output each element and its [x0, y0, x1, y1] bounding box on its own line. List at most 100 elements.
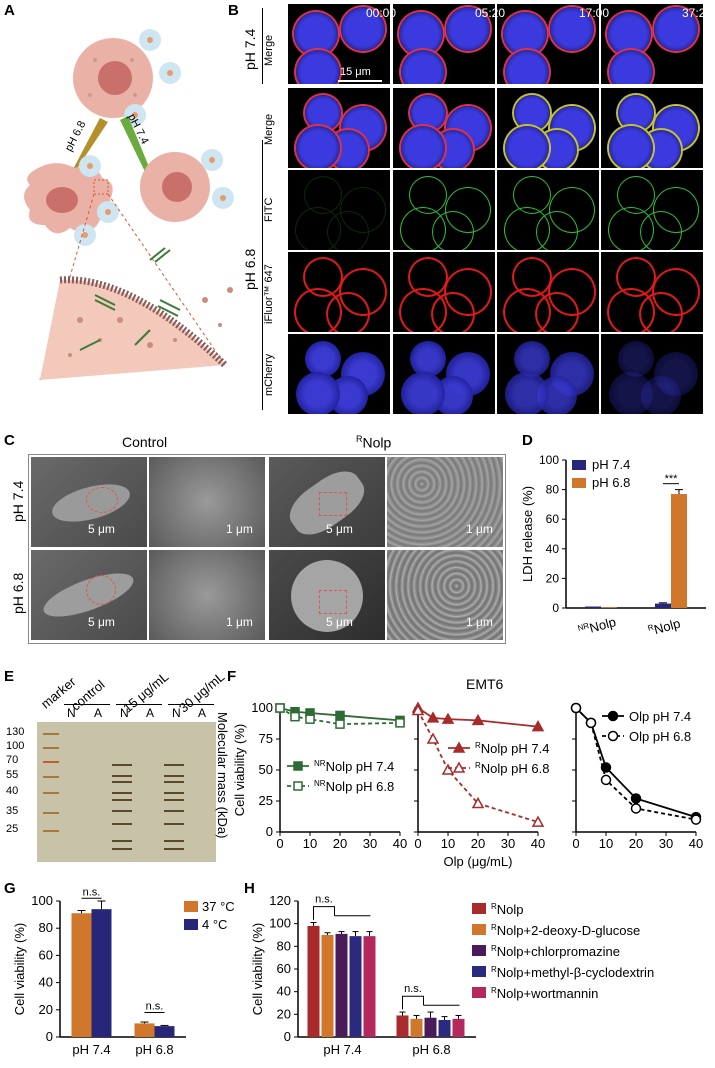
y-tick-label: 20	[277, 1006, 291, 1021]
panel-label-a: A	[4, 2, 15, 19]
y-tick-label: 100	[269, 916, 291, 931]
data-point	[600, 774, 612, 786]
mw-tick-label: 100	[6, 740, 25, 752]
cell	[641, 376, 681, 414]
legend-swatch	[472, 987, 486, 998]
sig-bracket	[313, 906, 335, 920]
scale-1-a: 1 μm	[226, 522, 253, 536]
cell	[618, 95, 654, 131]
legend-swatch	[572, 460, 586, 470]
micro-tile	[392, 3, 496, 85]
protein-band	[164, 848, 184, 850]
y-tick-label: 100	[539, 453, 559, 467]
bar	[71, 913, 92, 1037]
x-tick-label: NRNolp	[577, 614, 618, 638]
data-point	[630, 793, 642, 804]
legend-swatch	[472, 903, 486, 914]
micro-tile	[287, 251, 391, 333]
data-point	[411, 703, 425, 716]
cell	[401, 50, 445, 84]
chart-f-title: EMT6	[466, 676, 504, 692]
micro-tile	[600, 3, 704, 85]
sig-label: n.s.	[146, 1001, 164, 1013]
row-label-c-ph68: pH 6.8	[10, 572, 26, 614]
panel-label-f: F	[227, 668, 237, 685]
protein-band	[164, 822, 184, 825]
cell	[654, 7, 698, 51]
y-tick-label: 20	[546, 571, 560, 585]
legend-label: RNolp	[491, 902, 524, 917]
protein-band	[112, 810, 132, 813]
y-axis-label: LDH release (%)	[520, 486, 535, 582]
cell	[505, 208, 549, 250]
marker-band	[43, 792, 59, 794]
cell	[609, 126, 653, 168]
x-tick-label: 20	[629, 836, 643, 851]
channel-label-merge-74: Merge	[263, 34, 275, 66]
x-tick-label: 0	[276, 836, 283, 851]
panel-a-schematic	[24, 29, 234, 381]
cell	[550, 7, 594, 51]
legend-swatch	[472, 945, 486, 956]
cell	[505, 126, 549, 168]
y-tick-label: 0	[46, 1029, 53, 1044]
y-tick-label: 40	[39, 975, 53, 990]
protein-band	[164, 764, 184, 766]
data-point	[570, 702, 582, 714]
x-tick-label: 0	[572, 836, 579, 851]
lipid-bilayer	[59, 276, 228, 368]
y-axis-label: Cell viability (%)	[232, 724, 247, 816]
cell	[609, 290, 653, 332]
bar	[307, 925, 320, 1037]
y-tick-label: 80	[277, 938, 291, 953]
data-point	[290, 711, 300, 722]
sig-bracket	[402, 995, 424, 1010]
scale-5-b: 5 μm	[326, 522, 353, 536]
y-tick-label: 0	[552, 601, 559, 615]
data-point	[335, 710, 345, 721]
bar	[585, 606, 601, 608]
bar	[335, 933, 348, 1037]
y-tick-label: 50	[259, 762, 273, 777]
data-point	[452, 741, 466, 753]
data-point	[600, 762, 612, 773]
y-tick-label: 75	[259, 731, 273, 746]
marker-band	[43, 733, 59, 735]
lane-a-2: A	[146, 706, 155, 720]
scale-1-d: 1 μm	[466, 615, 493, 629]
legend-label: Olp pH 7.4	[629, 709, 691, 724]
scale-5-d: 5 μm	[326, 615, 353, 629]
data-point	[293, 761, 303, 771]
data-point	[607, 730, 619, 742]
chart-viability-rnolp: 0 10 20 30 40 Olp (μg/mL) RNolp pH 7.4 RNolp pH…	[411, 701, 549, 869]
gel-image	[37, 722, 216, 862]
micro-tile	[496, 333, 600, 415]
scale-1-b: 1 μm	[466, 522, 493, 536]
marker-band	[43, 830, 59, 832]
sem-rnolp-68	[268, 549, 386, 641]
x-tick-label: pH 6.8	[135, 1042, 173, 1057]
chart-viability-nrnolp: 0 10 20 30 40 0 25 50 75 100 Cell viability (%) NRN…	[232, 700, 407, 851]
micro-tile	[392, 333, 496, 415]
x-tick-label: 30	[501, 836, 515, 851]
protein-band	[112, 848, 132, 850]
legend-label: RNolp+methyl-β-cyclodextrin	[491, 965, 654, 980]
y-tick-label: 40	[546, 542, 560, 556]
protein-band	[164, 839, 184, 842]
data-point	[471, 796, 485, 809]
cell	[505, 50, 549, 84]
micro-tile	[600, 333, 704, 415]
cell-nucleus-damaged	[46, 187, 78, 213]
y-tick-label: 120	[269, 893, 291, 908]
bar	[91, 909, 112, 1037]
chart-temperature: 0 20 40 60 80 100 Cell viability (%) pH 7.4 n.s.…	[12, 886, 235, 1057]
cell	[609, 372, 653, 414]
data-point	[426, 711, 440, 723]
cell	[296, 290, 340, 332]
x-tick-label: pH 7.4	[323, 1042, 361, 1057]
micro-tile	[287, 87, 391, 169]
sem-rnolp-68-zoom	[386, 549, 504, 641]
lane-n-2: N	[120, 706, 129, 720]
x-tick-label: 30	[363, 836, 377, 851]
membrane-zoom	[40, 279, 225, 380]
